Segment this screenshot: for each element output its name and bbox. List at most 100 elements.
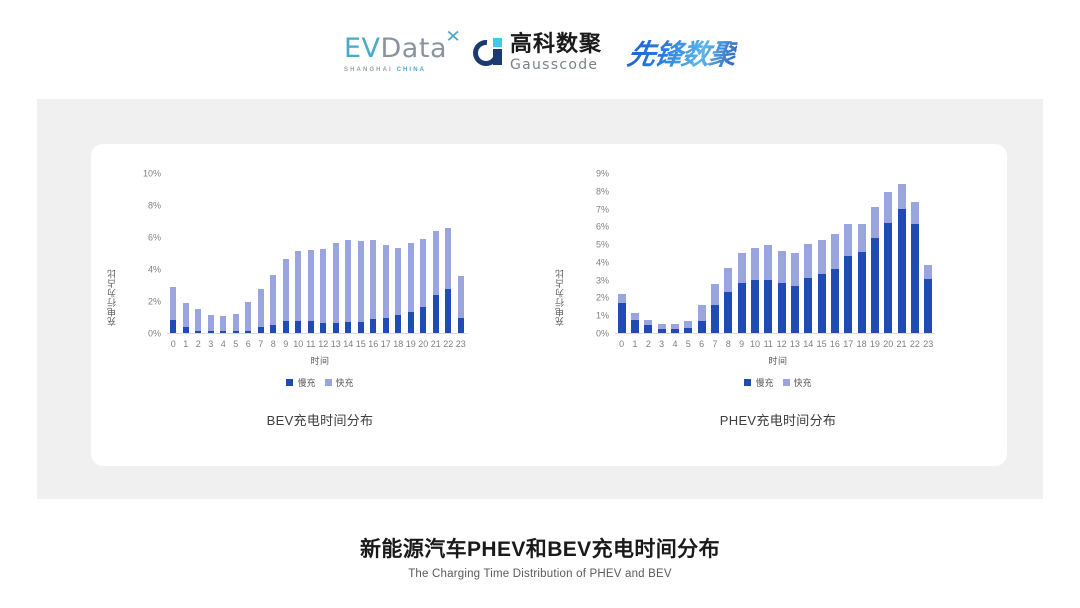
bar-segment-fast-charge[interactable]: [897, 183, 906, 209]
bar-segment-slow-charge[interactable]: [345, 321, 352, 333]
bar-segment-fast-charge[interactable]: [924, 264, 933, 279]
bar-slot[interactable]: [217, 174, 230, 333]
bar-slot[interactable]: [802, 174, 815, 333]
stacked-bar[interactable]: [630, 173, 639, 333]
bar-slot[interactable]: [255, 174, 268, 333]
stacked-bar[interactable]: [457, 173, 464, 333]
stacked-bar[interactable]: [657, 173, 666, 333]
stacked-bar[interactable]: [357, 173, 364, 333]
bar-segment-fast-charge[interactable]: [710, 284, 719, 305]
bar-slot[interactable]: [748, 174, 761, 333]
stacked-bar[interactable]: [844, 173, 853, 333]
bar-slot[interactable]: [868, 174, 881, 333]
stacked-bar[interactable]: [910, 173, 919, 333]
stacked-bar[interactable]: [644, 173, 653, 333]
stacked-bar[interactable]: [182, 173, 189, 333]
bar-slot[interactable]: [762, 174, 775, 333]
stacked-bar[interactable]: [220, 173, 227, 333]
legend-item[interactable]: 快充: [324, 376, 354, 389]
bar-segment-slow-charge[interactable]: [170, 320, 177, 333]
bar-segment-fast-charge[interactable]: [830, 234, 839, 269]
bar-slot[interactable]: [695, 174, 708, 333]
bar-segment-slow-charge[interactable]: [804, 277, 813, 333]
bar-segment-slow-charge[interactable]: [777, 283, 786, 333]
bar-segment-fast-charge[interactable]: [220, 316, 227, 332]
bar-slot[interactable]: [455, 174, 468, 333]
stacked-bar[interactable]: [295, 173, 302, 333]
bar-segment-slow-charge[interactable]: [182, 327, 189, 333]
stacked-bar[interactable]: [617, 173, 626, 333]
bar-segment-slow-charge[interactable]: [207, 331, 214, 333]
stacked-bar[interactable]: [830, 173, 839, 333]
bar-slot[interactable]: [242, 174, 255, 333]
stacked-bar[interactable]: [764, 173, 773, 333]
bar-segment-fast-charge[interactable]: [295, 250, 302, 321]
bar-segment-slow-charge[interactable]: [445, 289, 452, 333]
bar-segment-slow-charge[interactable]: [830, 269, 839, 333]
stacked-bar[interactable]: [670, 173, 679, 333]
stacked-bar[interactable]: [870, 173, 879, 333]
bar-segment-slow-charge[interactable]: [332, 322, 339, 333]
bar-segment-slow-charge[interactable]: [790, 285, 799, 333]
stacked-bar[interactable]: [817, 173, 826, 333]
bar-segment-fast-charge[interactable]: [804, 244, 813, 278]
bar-slot[interactable]: [708, 174, 721, 333]
bar-segment-fast-charge[interactable]: [245, 301, 252, 331]
stacked-bar[interactable]: [804, 173, 813, 333]
bar-segment-slow-charge[interactable]: [764, 279, 773, 333]
bar-segment-slow-charge[interactable]: [357, 321, 364, 333]
bar-segment-fast-charge[interactable]: [870, 206, 879, 238]
bar-segment-fast-charge[interactable]: [432, 231, 439, 295]
stacked-bar[interactable]: [170, 173, 177, 333]
bar-slot[interactable]: [775, 174, 788, 333]
bar-segment-fast-charge[interactable]: [724, 268, 733, 293]
bar-slot[interactable]: [342, 174, 355, 333]
bar-slot[interactable]: [815, 174, 828, 333]
stacked-bar[interactable]: [750, 173, 759, 333]
bar-segment-fast-charge[interactable]: [445, 228, 452, 289]
stacked-bar[interactable]: [395, 173, 402, 333]
legend-item[interactable]: 快充: [782, 376, 812, 389]
stacked-bar[interactable]: [857, 173, 866, 333]
bar-segment-slow-charge[interactable]: [432, 294, 439, 333]
bar-slot[interactable]: [628, 174, 641, 333]
bar-slot[interactable]: [788, 174, 801, 333]
bar-segment-fast-charge[interactable]: [764, 245, 773, 280]
bar-segment-fast-charge[interactable]: [750, 247, 759, 280]
bar-segment-fast-charge[interactable]: [370, 240, 377, 320]
bar-slot[interactable]: [167, 174, 180, 333]
bar-segment-fast-charge[interactable]: [657, 324, 666, 330]
bar-segment-fast-charge[interactable]: [844, 223, 853, 256]
bar-segment-fast-charge[interactable]: [697, 304, 706, 321]
stacked-bar[interactable]: [710, 173, 719, 333]
bar-slot[interactable]: [205, 174, 218, 333]
bar-slot[interactable]: [642, 174, 655, 333]
bar-slot[interactable]: [392, 174, 405, 333]
bar-segment-slow-charge[interactable]: [644, 325, 653, 333]
bar-segment-slow-charge[interactable]: [924, 278, 933, 333]
bar-segment-slow-charge[interactable]: [195, 330, 202, 333]
stacked-bar[interactable]: [697, 173, 706, 333]
stacked-bar[interactable]: [407, 173, 414, 333]
bar-segment-slow-charge[interactable]: [697, 320, 706, 333]
bar-segment-fast-charge[interactable]: [307, 249, 314, 321]
bar-segment-slow-charge[interactable]: [457, 317, 464, 333]
stacked-bar[interactable]: [307, 173, 314, 333]
bar-slot[interactable]: [192, 174, 205, 333]
stacked-bar[interactable]: [207, 173, 214, 333]
bar-slot[interactable]: [230, 174, 243, 333]
stacked-bar[interactable]: [684, 173, 693, 333]
bar-slot[interactable]: [430, 174, 443, 333]
bar-segment-slow-charge[interactable]: [870, 237, 879, 333]
bar-slot[interactable]: [682, 174, 695, 333]
bar-segment-fast-charge[interactable]: [644, 319, 653, 325]
bar-segment-fast-charge[interactable]: [790, 253, 799, 286]
bar-segment-slow-charge[interactable]: [282, 321, 289, 333]
bar-segment-fast-charge[interactable]: [420, 238, 427, 308]
bar-segment-slow-charge[interactable]: [270, 325, 277, 333]
bar-segment-slow-charge[interactable]: [857, 252, 866, 333]
bar-segment-fast-charge[interactable]: [257, 289, 264, 328]
stacked-bar[interactable]: [332, 173, 339, 333]
bar-segment-slow-charge[interactable]: [382, 317, 389, 333]
stacked-bar[interactable]: [195, 173, 202, 333]
